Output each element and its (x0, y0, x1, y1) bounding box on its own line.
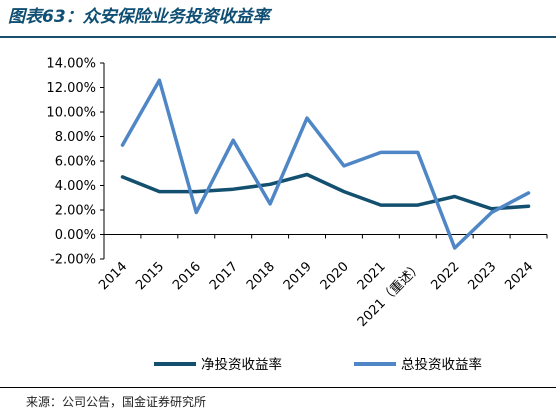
x-tick-label: 2016 (170, 259, 204, 293)
y-tick-label: 12.00% (46, 81, 96, 96)
legend: 净投资收益率 总投资收益率 (154, 356, 482, 373)
x-tick-label: 2014 (96, 259, 130, 293)
footer-divider (0, 387, 556, 388)
x-tick-label: 2020 (318, 259, 352, 293)
x-tick-label: 2018 (244, 259, 278, 293)
y-tick-label: 10.00% (46, 106, 96, 121)
x-tick-label: 2019 (281, 259, 315, 293)
x-tick-label: 2017 (207, 259, 241, 293)
x-tick-label: 2024 (502, 259, 536, 293)
chart-area: 14.00% 12.00% 10.00% 8.00% 6.00% 4.00% 2.00% 0.… (46, 57, 548, 373)
legend-label-total: 总投资收益率 (401, 356, 482, 373)
x-tick-label: 2023 (465, 259, 499, 293)
y-axis: 14.00% 12.00% 10.00% 8.00% 6.00% 4.00% 2.00% 0.… (46, 57, 105, 268)
y-tick-label: 6.00% (55, 155, 96, 170)
y-tick-label: -2.00% (50, 253, 96, 268)
y-tick-label: 8.00% (55, 130, 96, 145)
title-divider (0, 36, 556, 38)
legend-label-net: 净投资收益率 (201, 356, 282, 373)
x-axis: 2014 2015 2016 2017 2018 2019 2020 20212021（重述）… (96, 234, 548, 330)
total-yield-line (120, 78, 531, 250)
x-tick-label: 2021（重述） (354, 259, 425, 330)
y-tick-label: 4.00% (55, 179, 96, 194)
y-tick-label: 14.00% (46, 57, 96, 72)
net-yield-line (120, 172, 531, 211)
x-tick-label: 2021 (355, 259, 389, 293)
x-tick-label: 2015 (133, 259, 167, 293)
y-tick-label: 0.00% (55, 228, 96, 243)
x-tick-label: 2022 (429, 259, 463, 293)
y-tick-label: 2.00% (55, 204, 96, 219)
chart-title: 图表63：众安保险业务投资收益率 (8, 7, 270, 27)
series-layer (120, 78, 531, 250)
source-note: 来源：公司公告，国金证券研究所 (26, 395, 207, 409)
